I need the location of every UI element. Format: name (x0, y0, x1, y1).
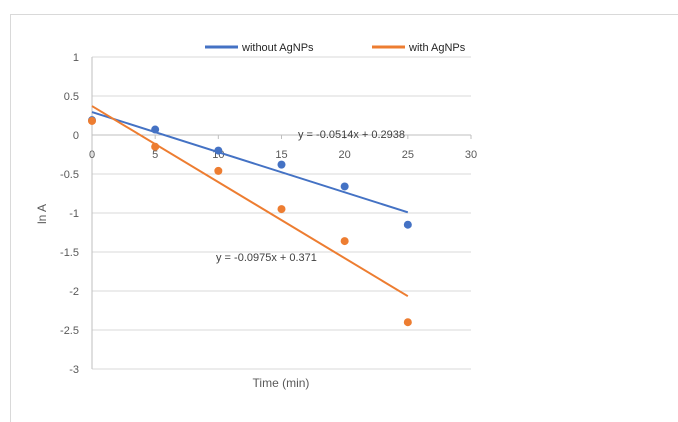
x-tick-label: 20 (339, 149, 351, 161)
data-point-without-agnps (151, 125, 160, 134)
data-point-with-agnps (340, 237, 349, 246)
y-tick-label: -3 (69, 364, 79, 376)
trendline-without-agnps (91, 111, 409, 214)
legend: without AgNPs with AgNPs (205, 42, 466, 54)
trendline-with-agnps (91, 105, 409, 298)
y-tick-labels: 1 0.5 0 -0.5 -1 -1.5 -2 -2.5 -3 (60, 52, 79, 376)
legend-label-without-agnps: without AgNPs (241, 42, 314, 54)
data-point-without-agnps (340, 182, 349, 191)
y-tick-label: -2.5 (60, 325, 79, 337)
y-axis-title: ln A (35, 204, 49, 224)
x-tick-label: 15 (275, 149, 287, 161)
data-point-with-agnps (214, 166, 223, 175)
equation-label-without-agnps: y = -0.0514x + 0.2938 (298, 129, 405, 141)
chart-frame (10, 14, 678, 422)
axes (91, 57, 472, 369)
trendline-equations: y = -0.0514x + 0.2938 y = -0.0975x + 0.3… (216, 129, 405, 264)
data-point-with-agnps (151, 142, 160, 151)
data-points (88, 116, 412, 327)
y-tick-label: -1.5 (60, 247, 79, 259)
y-tick-label: -2 (69, 286, 79, 298)
y-tick-label: 0 (73, 130, 79, 142)
x-axis-title: Time (min) (253, 376, 310, 390)
data-point-without-agnps (403, 220, 412, 229)
x-tick-label: 0 (89, 149, 95, 161)
data-point-without-agnps (277, 160, 286, 169)
y-tick-label: 0.5 (64, 91, 79, 103)
data-point-with-agnps (403, 318, 412, 327)
data-point-without-agnps (214, 146, 223, 155)
y-tick-label: 1 (73, 52, 79, 64)
y-tick-label: -1 (69, 208, 79, 220)
data-point-with-agnps (277, 205, 286, 214)
data-point-with-agnps (88, 116, 96, 125)
x-tick-label: 25 (402, 149, 414, 161)
legend-label-with-agnps: with AgNPs (408, 42, 466, 54)
x-tick-label: 5 (152, 149, 158, 161)
x-tick-label: 30 (465, 149, 477, 161)
x-tick-labels: 0 5 10 15 20 25 30 (89, 149, 477, 161)
y-tick-label: -0.5 (60, 169, 79, 181)
trendlines (91, 105, 409, 298)
equation-label-with-agnps: y = -0.0975x + 0.371 (216, 252, 317, 264)
